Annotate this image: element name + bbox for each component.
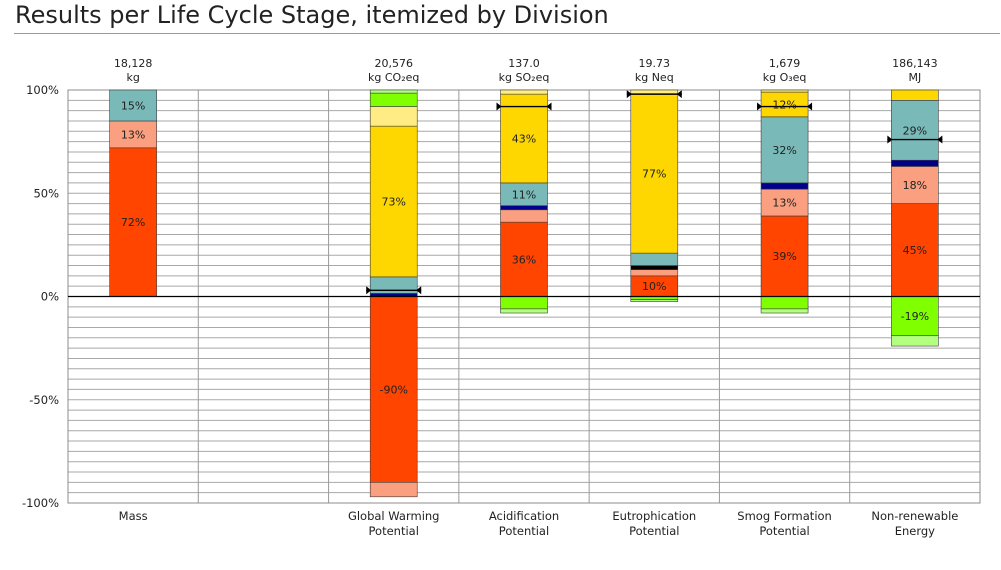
data-label: 18% xyxy=(903,179,927,192)
category-unit: kg CO₂eq xyxy=(368,71,419,84)
bar-segment xyxy=(891,335,939,347)
bar-segment xyxy=(630,299,679,302)
data-label: 13% xyxy=(772,197,796,210)
category-label: Non-renewable xyxy=(871,509,958,523)
data-label: 29% xyxy=(903,124,927,137)
category-label: Potential xyxy=(369,524,419,538)
bar-segment xyxy=(369,89,418,94)
data-label: 13% xyxy=(121,128,145,141)
title-divider xyxy=(14,33,1000,34)
bar-segment xyxy=(630,252,679,266)
category-label: Potential xyxy=(759,524,809,538)
data-label: -19% xyxy=(901,310,929,323)
data-label: 15% xyxy=(121,99,145,112)
net-marker-arrow xyxy=(937,135,943,144)
net-marker-arrow xyxy=(496,102,502,111)
category-total: 18,128 xyxy=(114,57,153,70)
data-label: 10% xyxy=(642,280,666,293)
net-marker-arrow xyxy=(807,102,813,111)
category-label: Mass xyxy=(119,509,148,523)
bar-segment xyxy=(760,91,809,118)
bar-segment xyxy=(369,296,418,483)
data-label: 72% xyxy=(121,216,145,229)
bar-segment xyxy=(630,93,679,254)
bar-segment xyxy=(369,92,418,107)
category-total: 19.73 xyxy=(639,57,671,70)
bar-segment xyxy=(760,296,809,310)
bar-segment xyxy=(891,89,939,101)
category-unit: kg xyxy=(126,71,139,84)
bar-segment xyxy=(760,116,809,184)
bar-segment xyxy=(500,209,548,223)
net-marker-arrow xyxy=(546,102,552,111)
category-label: Acidification xyxy=(489,509,559,523)
chart-labels: 72% 13% 15% 73% -90% 36% 11% 43% 10% 77% 39% 13% 32%… xyxy=(22,57,958,538)
bar-segment xyxy=(891,203,939,297)
bar-segment xyxy=(109,89,157,122)
y-tick-label: 0% xyxy=(41,290,59,304)
bar-segment xyxy=(369,106,418,127)
data-label: 11% xyxy=(512,188,536,201)
bar-segment xyxy=(630,269,679,277)
bar-segment xyxy=(109,147,157,297)
category-label: Energy xyxy=(895,524,935,538)
category-total: 1,679 xyxy=(769,57,801,70)
data-label: 12% xyxy=(772,98,796,111)
net-marker-arrow xyxy=(416,286,422,295)
category-total: 137.0 xyxy=(508,57,540,70)
net-marker-arrow xyxy=(676,90,682,99)
data-label: 73% xyxy=(381,196,405,209)
data-label: 32% xyxy=(772,144,796,157)
page-title: Results per Life Cycle Stage, itemized b… xyxy=(15,1,609,29)
net-marker-arrow xyxy=(626,90,632,99)
y-tick-label: 50% xyxy=(33,186,59,200)
bar-segment xyxy=(500,296,548,310)
chart-bars xyxy=(109,89,943,498)
net-marker-arrow xyxy=(757,102,763,111)
data-label: 36% xyxy=(512,253,536,266)
category-unit: kg SO₂eq xyxy=(499,71,550,84)
data-label: 43% xyxy=(512,133,536,146)
bar-segment xyxy=(109,120,157,149)
net-marker-arrow xyxy=(366,286,372,295)
category-label: Global Warming xyxy=(348,509,440,523)
category-total: 186,143 xyxy=(892,57,938,70)
bar-segment xyxy=(500,93,548,184)
bar-segment xyxy=(760,182,809,190)
category-unit: MJ xyxy=(908,71,921,84)
category-label: Eutrophication xyxy=(612,509,696,523)
y-tick-label: 100% xyxy=(26,83,59,97)
bar-segment xyxy=(369,482,418,498)
bar-segment xyxy=(500,205,548,211)
category-label: Potential xyxy=(499,524,549,538)
category-label: Smog Formation xyxy=(737,509,832,523)
bar-segment xyxy=(500,221,548,297)
data-label: 39% xyxy=(772,250,796,263)
data-label: -90% xyxy=(380,383,408,396)
bar-segment xyxy=(891,296,939,337)
bar-segment xyxy=(760,89,809,93)
data-label: 77% xyxy=(642,168,666,181)
bar-segment xyxy=(500,308,548,314)
y-tick-label: -100% xyxy=(22,496,59,510)
bar-segment xyxy=(369,125,418,278)
category-label: Potential xyxy=(629,524,679,538)
bar-segment xyxy=(760,308,809,314)
category-unit: kg O₃eq xyxy=(763,71,807,84)
net-marker-arrow xyxy=(887,135,893,144)
category-unit: kg Neq xyxy=(635,71,674,84)
category-total: 20,576 xyxy=(374,57,413,70)
bar-segment xyxy=(500,89,548,95)
bar-segment xyxy=(891,166,939,204)
bar-segment xyxy=(760,215,809,297)
bar-segment xyxy=(630,265,679,270)
bar-segment xyxy=(891,100,939,161)
bar-segment xyxy=(891,159,939,167)
data-label: 45% xyxy=(903,244,927,257)
y-tick-label: -50% xyxy=(29,393,59,407)
